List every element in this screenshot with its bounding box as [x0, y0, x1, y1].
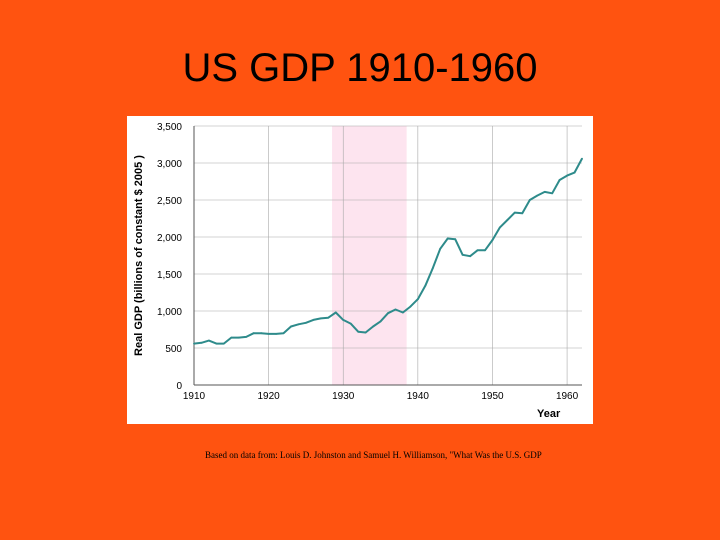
- gdp-data-point: [469, 255, 471, 258]
- gdp-data-point: [558, 179, 561, 181]
- y-tick-label: 3,500: [157, 122, 182, 133]
- gdp-data-point: [193, 342, 195, 345]
- y-tick-label: 500: [165, 344, 182, 355]
- gdp-data-point: [260, 332, 263, 335]
- gdp-data-point: [431, 267, 434, 269]
- gdp-data-point: [581, 157, 583, 160]
- gdp-data-point: [237, 336, 240, 339]
- gdp-data-point: [357, 330, 360, 333]
- gdp-data-point: [573, 171, 576, 174]
- gdp-data-point: [222, 342, 225, 345]
- gdp-data-point: [566, 174, 568, 177]
- gdp-data-point: [491, 239, 494, 241]
- x-tick-label: 1930: [332, 391, 355, 402]
- gdp-line-chart: 0 500 1,000 1,500 2,000 2,500 3,000 3,500 1910 19…: [133, 122, 583, 420]
- x-tick-label: 1950: [481, 391, 504, 402]
- gdp-data-point: [461, 253, 464, 256]
- gdp-data-point: [379, 320, 382, 323]
- gdp-data-point: [305, 321, 307, 324]
- y-tick-label: 1,000: [157, 307, 182, 318]
- source-note: Based on data from: Louis D. Johnston an…: [205, 450, 542, 460]
- y-tick-label: 1,500: [157, 270, 182, 281]
- x-tick-label: 1910: [183, 391, 206, 402]
- chart-panel: 0 500 1,000 1,500 2,000 2,500 3,000 3,500 1910 19…: [127, 116, 593, 424]
- x-tick-label: 1940: [407, 391, 430, 402]
- y-tick-label: 2,000: [157, 233, 182, 244]
- gdp-data-point: [484, 249, 486, 252]
- y-axis-title: Real GDP (billions of constant $ 2005 ): [133, 155, 145, 356]
- gdp-data-point: [252, 332, 255, 335]
- gdp-data-point: [506, 219, 509, 221]
- gdp-data-point: [394, 308, 397, 311]
- x-tick-label: 1960: [556, 391, 579, 402]
- gdp-data-point: [327, 316, 330, 319]
- gdp-data-point: [349, 322, 352, 325]
- x-axis-title: Year: [537, 408, 561, 420]
- gdp-data-point: [342, 319, 345, 321]
- gdp-data-point: [312, 319, 315, 321]
- x-tick-label: 1920: [257, 391, 280, 402]
- gdp-data-point: [208, 339, 210, 342]
- gdp-data-point: [476, 249, 479, 252]
- gdp-data-point: [551, 192, 554, 195]
- y-tick-label: 3,000: [157, 159, 182, 170]
- gdp-data-point: [372, 325, 374, 328]
- gdp-data-point: [319, 317, 322, 320]
- gdp-data-point: [528, 199, 531, 201]
- gdp-data-point: [245, 336, 248, 338]
- gdp-data-point: [416, 298, 419, 301]
- gdp-data-point: [275, 333, 277, 335]
- gdp-data-point: [536, 194, 539, 197]
- depression-shaded-region: [332, 126, 407, 385]
- slide-title: US GDP 1910-1960: [182, 46, 538, 90]
- gdp-data-point: [446, 237, 449, 240]
- gdp-data-point: [334, 311, 337, 314]
- gdp-data-point: [200, 341, 203, 344]
- y-tick-label: 0: [176, 381, 182, 392]
- gdp-data-point: [290, 325, 292, 328]
- gdp-data-point: [424, 284, 427, 287]
- gdp-data-point: [521, 212, 524, 215]
- gdp-data-point: [454, 238, 457, 241]
- gdp-data-point: [543, 191, 546, 193]
- gdp-data-point: [387, 312, 389, 315]
- gdp-data-point: [282, 332, 285, 335]
- gdp-data-point: [439, 247, 442, 250]
- gdp-data-point: [215, 342, 218, 345]
- gdp-data-point: [230, 336, 233, 339]
- gdp-data-point: [409, 305, 412, 308]
- gdp-data-point: [297, 323, 300, 326]
- gdp-data-point: [513, 211, 516, 214]
- gdp-data-point: [267, 333, 270, 335]
- y-tick-label: 2,500: [157, 196, 182, 207]
- gdp-data-point: [499, 226, 501, 229]
- gdp-data-point: [364, 331, 367, 334]
- gdp-data-point: [402, 311, 404, 314]
